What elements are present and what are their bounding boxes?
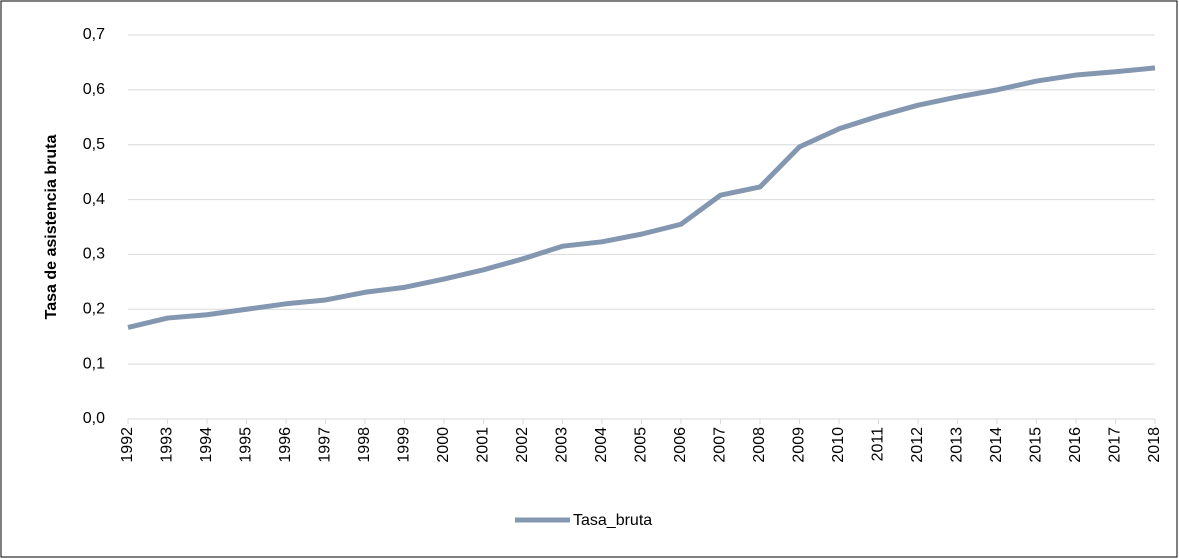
y-tick-label: 0,6 [83, 81, 105, 98]
x-tick-label: 2017 [1107, 427, 1124, 463]
x-tick-label: 2018 [1146, 427, 1163, 463]
x-tick-label: 2011 [870, 427, 887, 462]
x-tick-label: 1993 [159, 427, 176, 463]
x-tick-label: 2002 [514, 427, 531, 463]
x-tick-label: 1999 [396, 427, 413, 463]
x-tick-label: 2010 [830, 427, 847, 463]
y-tick-label: 0,3 [83, 246, 105, 263]
x-tick-label: 2003 [554, 427, 571, 463]
y-tick-label: 0,5 [83, 136, 105, 153]
y-tick-label: 0,7 [83, 26, 105, 43]
x-tick-label: 1996 [277, 427, 294, 463]
y-tick-label: 0,4 [83, 191, 105, 208]
x-tick-label: 1997 [317, 427, 334, 463]
legend-label: Tasa_bruta [573, 512, 652, 529]
data-line [127, 65, 1156, 330]
x-tick-label: 2006 [672, 427, 689, 463]
x-tick-label: 1992 [119, 427, 136, 463]
x-tick-label: 2004 [593, 427, 610, 463]
y-tick-label: 0,1 [83, 355, 105, 372]
x-tick-label: 2008 [751, 427, 768, 463]
x-tick-label: 2016 [1067, 427, 1084, 463]
x-tick-label: 2012 [909, 427, 926, 463]
x-tick-label: 1995 [238, 427, 255, 463]
x-tick-label: 2014 [988, 427, 1005, 463]
y-tick-label: 0,2 [83, 301, 105, 318]
y-axis-label: Tasa de asistencia bruta [43, 135, 60, 320]
x-tick-label: 2015 [1028, 427, 1045, 463]
x-tick-label: 2009 [791, 427, 808, 463]
y-tick-label: 0,0 [83, 410, 105, 427]
x-tick-label: 1994 [198, 427, 215, 463]
x-tick-label: 1998 [356, 427, 373, 463]
x-tick-label: 2001 [475, 427, 492, 463]
x-tick-label: 2007 [712, 427, 729, 463]
x-tick-label: 2013 [949, 427, 966, 463]
x-tick-label: 2000 [435, 427, 452, 463]
x-tick-label: 2005 [633, 427, 650, 463]
